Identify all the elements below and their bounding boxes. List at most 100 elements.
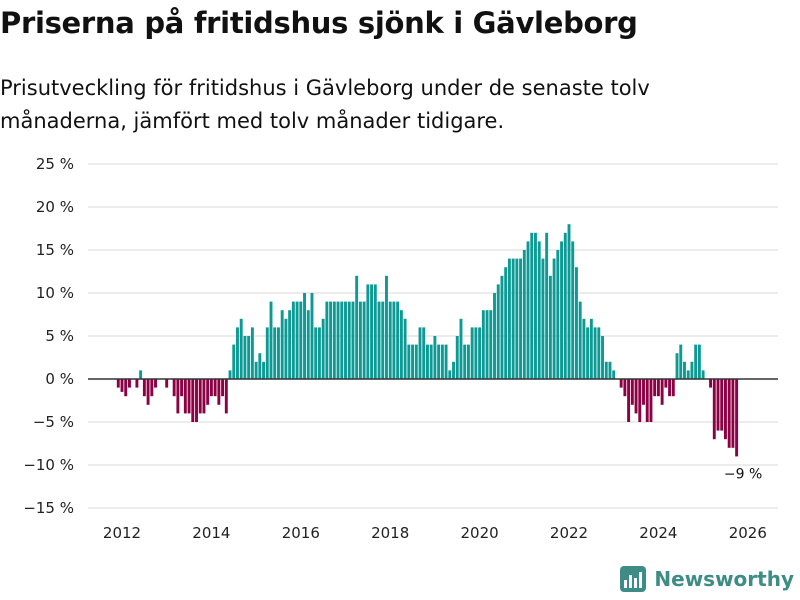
bar	[630, 379, 634, 405]
bar	[321, 318, 325, 379]
bar	[198, 379, 202, 414]
bar	[731, 379, 735, 448]
bar	[154, 379, 157, 388]
bar	[429, 344, 433, 379]
chart-subtitle: Prisutveckling för fritidshus i Gävlebor…	[0, 76, 650, 133]
bar	[243, 336, 247, 379]
bar	[548, 275, 552, 379]
bar	[314, 327, 318, 379]
bar	[269, 301, 273, 379]
bar	[347, 301, 351, 379]
bar	[258, 353, 262, 379]
bar	[638, 379, 642, 422]
bar	[280, 310, 284, 379]
bar	[329, 301, 333, 379]
bar	[481, 310, 485, 379]
newsworthy-logo-text: Newsworthy	[654, 567, 794, 591]
bar	[336, 301, 340, 379]
bar	[224, 379, 228, 414]
bar	[534, 232, 537, 379]
bar	[571, 241, 575, 379]
bar	[452, 361, 455, 379]
bar	[668, 379, 672, 397]
bar	[239, 318, 243, 379]
bar	[284, 318, 288, 379]
bar	[411, 344, 415, 379]
bar	[358, 301, 362, 379]
bar	[277, 327, 280, 379]
x-tick-label: 2024	[639, 524, 677, 542]
bar	[183, 379, 187, 414]
bar	[399, 310, 403, 379]
bar	[232, 344, 236, 379]
bar	[671, 379, 675, 397]
bar	[656, 379, 660, 397]
x-tick-labels: 2012 2014 2016 2018 2020 2022 2024 2026	[103, 524, 767, 542]
bar	[623, 379, 627, 397]
bar	[612, 370, 616, 379]
bar	[485, 310, 489, 379]
bar	[478, 327, 482, 379]
bar	[213, 379, 217, 397]
bar	[247, 336, 251, 379]
bar	[649, 379, 653, 422]
newsworthy-logo-icon	[620, 566, 647, 592]
bar	[526, 241, 530, 379]
bar	[370, 284, 374, 379]
bar	[172, 379, 176, 397]
bar	[385, 275, 388, 379]
bar	[724, 379, 727, 440]
bar	[362, 301, 366, 379]
bar	[686, 370, 690, 379]
bar	[142, 379, 146, 397]
newsworthy-logo: Newsworthy	[620, 566, 794, 592]
bar	[697, 344, 701, 379]
bar	[206, 379, 210, 405]
bar	[470, 327, 474, 379]
bar	[694, 344, 698, 379]
bar	[165, 379, 169, 388]
y-tick-label: 10 %	[36, 284, 74, 302]
bar	[642, 379, 645, 405]
bar	[500, 275, 504, 379]
bar	[340, 301, 344, 379]
y-tick-label: 15 %	[36, 241, 74, 259]
bar	[120, 379, 124, 392]
bar	[444, 344, 448, 379]
y-tick-label: 5 %	[45, 327, 74, 345]
bar	[366, 284, 370, 379]
bar	[373, 284, 377, 379]
bar	[664, 379, 668, 388]
bar	[709, 379, 713, 388]
bar	[474, 327, 478, 379]
x-tick-label: 2012	[103, 524, 141, 542]
bar	[440, 344, 444, 379]
bar	[701, 370, 705, 379]
bar	[496, 284, 500, 379]
bar	[519, 258, 523, 379]
bar	[209, 379, 213, 397]
bar	[124, 379, 128, 397]
grid-lines	[88, 163, 778, 509]
bar	[288, 310, 292, 379]
bar	[217, 379, 221, 405]
bar	[489, 310, 493, 379]
bar	[716, 379, 720, 431]
x-tick-label: 2014	[192, 524, 230, 542]
x-tick-label: 2026	[729, 524, 767, 542]
bar	[582, 318, 586, 379]
bar	[195, 379, 198, 422]
bar	[567, 224, 571, 379]
last-value-annotation: −9 %	[724, 466, 762, 482]
bar	[589, 318, 593, 379]
bar	[407, 344, 411, 379]
y-tick-label: −10 %	[23, 456, 74, 474]
y-tick-label: 20 %	[36, 198, 74, 216]
bar	[187, 379, 191, 414]
bar	[128, 379, 131, 388]
bar	[139, 370, 143, 379]
bar	[396, 301, 400, 379]
bar	[530, 232, 534, 379]
bar	[593, 327, 597, 379]
